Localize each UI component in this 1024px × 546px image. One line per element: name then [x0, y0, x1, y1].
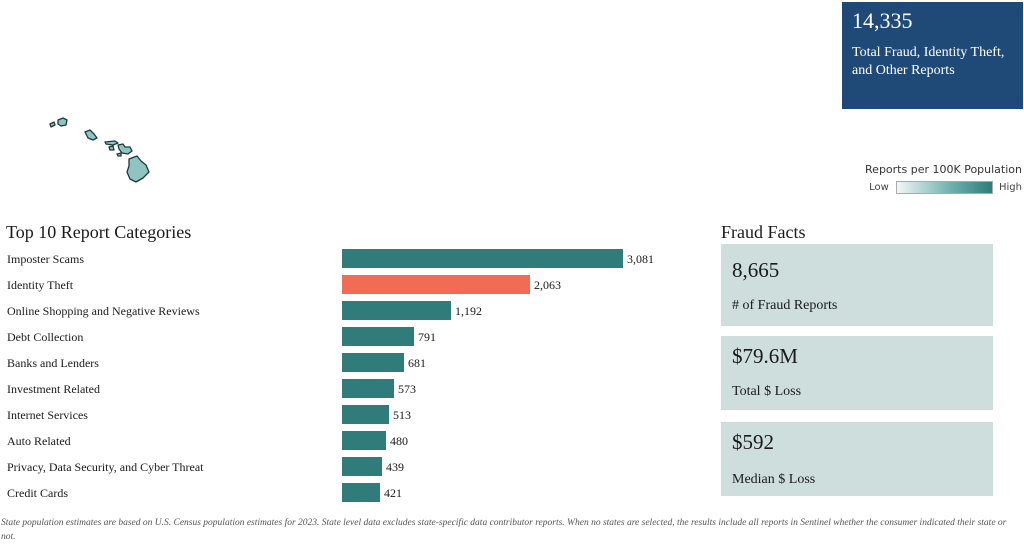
bar[interactable]: [342, 457, 382, 476]
island-molokai[interactable]: [104, 140, 119, 146]
bar-value-label: 791: [418, 330, 436, 344]
bar-value-label: 1,192: [455, 304, 482, 318]
bar[interactable]: [342, 353, 404, 372]
bar-value-label: 421: [384, 486, 402, 500]
color-legend: Reports per 100K Population Low High: [862, 163, 1024, 194]
bar[interactable]: [342, 249, 623, 268]
legend-high-label: High: [999, 182, 1022, 193]
fact-value: 8,665: [732, 258, 780, 282]
bar-value-label: 3,081: [627, 252, 654, 266]
bar[interactable]: [342, 275, 530, 294]
fact-value: $592: [732, 430, 774, 454]
island-niihau[interactable]: [49, 121, 56, 128]
bar[interactable]: [342, 301, 451, 320]
fact-value: $79.6M: [732, 344, 798, 368]
fraud-facts-title: Fraud Facts: [721, 222, 806, 242]
island-kahoolawe[interactable]: [116, 152, 122, 157]
fact-label: Median $ Loss: [732, 472, 816, 487]
bar[interactable]: [342, 431, 386, 450]
bar[interactable]: [342, 379, 394, 398]
bar-value-label: 681: [408, 356, 426, 370]
bar[interactable]: [342, 483, 380, 502]
legend-title: Reports per 100K Population: [865, 163, 1022, 176]
island-kauai[interactable]: [57, 117, 68, 127]
island-lanai[interactable]: [108, 145, 115, 151]
category-label: Investment Related: [7, 382, 100, 396]
footnote: State population estimates are based on …: [1, 518, 1007, 542]
bar-value-label: 439: [386, 460, 404, 474]
island-oahu[interactable]: [84, 129, 98, 141]
hawaii-map[interactable]: [45, 112, 160, 187]
bar-value-label: 573: [398, 382, 416, 396]
fact-card-median-loss: $592 Median $ Loss: [721, 422, 993, 496]
category-label: Banks and Lenders: [7, 356, 99, 370]
fact-card-fraud-reports: 8,665 # of Fraud Reports: [721, 244, 993, 326]
legend-gradient: [896, 181, 993, 194]
total-reports-label: Total Fraud, Identity Theft, and Other R…: [852, 45, 1005, 78]
fact-label: Total $ Loss: [732, 384, 802, 399]
category-label: Credit Cards: [7, 486, 68, 500]
category-label: Privacy, Data Security, and Cyber Threat: [7, 460, 204, 474]
bar-value-label: 480: [390, 434, 408, 448]
total-reports-card: 14,335 Total Fraud, Identity Theft, and …: [842, 2, 1023, 109]
category-label: Debt Collection: [7, 330, 84, 344]
fact-label: # of Fraud Reports: [732, 298, 838, 313]
category-label: Auto Related: [7, 434, 71, 448]
category-label: Online Shopping and Negative Reviews: [7, 304, 200, 318]
island-maui[interactable]: [117, 143, 133, 155]
category-label: Imposter Scams: [7, 252, 84, 266]
category-label: Internet Services: [7, 408, 88, 422]
chart-title: Top 10 Report Categories: [6, 222, 192, 242]
bar-value-label: 2,063: [534, 278, 561, 292]
bar-value-label: 513: [393, 408, 411, 422]
bar[interactable]: [342, 405, 389, 424]
total-reports-value: 14,335: [852, 8, 913, 33]
fact-card-total-loss: $79.6M Total $ Loss: [721, 336, 993, 410]
top-categories-bar-chart: Imposter Scams 3,081 Identity Theft 2,063 On…: [0, 244, 700, 510]
island-hawaii[interactable]: [126, 155, 150, 183]
bar[interactable]: [342, 327, 414, 346]
legend-low-label: Low: [869, 182, 889, 193]
category-label: Identity Theft: [7, 278, 74, 292]
